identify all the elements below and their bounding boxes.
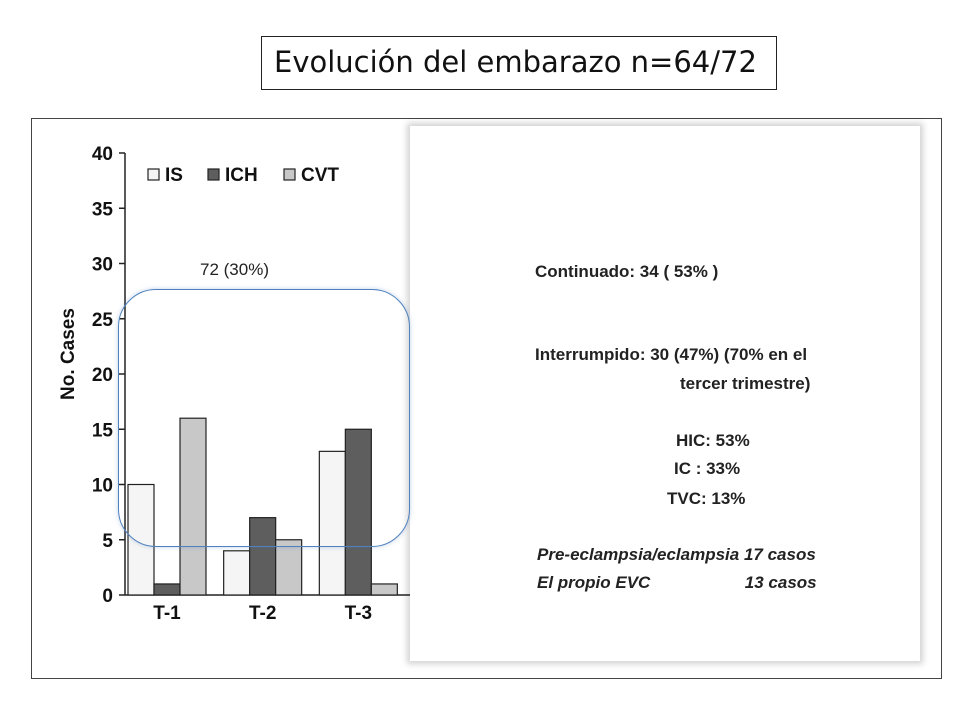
y-tick-label: 0: [102, 586, 113, 607]
legend-swatch-is: [147, 168, 160, 181]
title-box: Evolución del embarazo n=64/72: [261, 36, 777, 90]
bar-ich-t-1: [153, 583, 181, 596]
legend-swatch-ich: [207, 168, 220, 181]
legend-label-is: IS: [165, 165, 183, 186]
bar-cvt-t-1: [179, 417, 207, 596]
y-axis-title-group: No. Cases: [58, 308, 79, 400]
y-tick-label: 40: [92, 144, 113, 165]
bar-cvt-t-2: [275, 539, 303, 596]
y-tick-label: 5: [102, 531, 113, 552]
y-tick-label: 20: [92, 365, 113, 386]
continuado-text: Continuado: 34 ( 53% ): [535, 262, 719, 281]
propio-evc-text: El propio EVC 13 casos: [537, 573, 817, 592]
interrumpido-text: Interrumpido: 30 (47%) (70% en el: [535, 345, 808, 364]
y-tick-label: 10: [92, 476, 113, 497]
y-tick-label: 15: [92, 420, 114, 441]
y-tick-label: 35: [92, 199, 114, 220]
x-tick-label: T-3: [345, 603, 372, 624]
callout-highlight: [118, 289, 410, 547]
interrumpido-text-2: tercer trimestre): [680, 374, 811, 393]
y-tick-label: 25: [92, 310, 114, 331]
legend-label-cvt: CVT: [301, 165, 339, 186]
pre-eclampsia-text: Pre-eclampsia/eclampsia 17 casos: [537, 545, 816, 564]
ic-text: IC : 33%: [674, 459, 741, 478]
bar-cvt-t-3: [370, 583, 398, 596]
y-tick-label: 30: [92, 255, 113, 276]
hic-text: HIC: 53%: [676, 431, 750, 450]
x-tick-label: T-2: [249, 603, 276, 624]
bar-ich-t-3: [344, 428, 372, 596]
tvc-text: TVC: 13%: [667, 489, 746, 508]
page-title: Evolución del embarazo n=64/72: [274, 45, 757, 79]
y-axis-title: No. Cases: [58, 308, 79, 400]
legend-label-ich: ICH: [225, 165, 258, 186]
callout-label: 72 (30%): [200, 260, 269, 279]
summary-panel: Continuado: 34 ( 53% ) Interrumpido: 30 …: [410, 126, 920, 661]
bar-is-t-3: [318, 450, 346, 596]
bar-is-t-2: [223, 550, 251, 596]
x-tick-label: T-1: [153, 603, 181, 624]
legend-swatch-cvt: [283, 168, 296, 181]
